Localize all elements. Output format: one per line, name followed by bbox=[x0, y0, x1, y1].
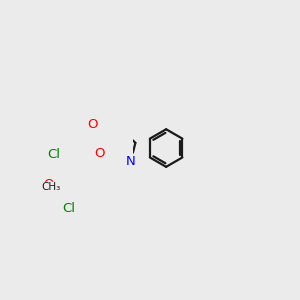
Text: CH₃: CH₃ bbox=[41, 182, 60, 192]
Text: O: O bbox=[94, 147, 104, 160]
Text: N: N bbox=[126, 154, 136, 168]
Text: O: O bbox=[44, 178, 54, 191]
Text: Cl: Cl bbox=[47, 148, 60, 161]
Text: Cl: Cl bbox=[62, 202, 76, 214]
Text: O: O bbox=[88, 118, 98, 131]
